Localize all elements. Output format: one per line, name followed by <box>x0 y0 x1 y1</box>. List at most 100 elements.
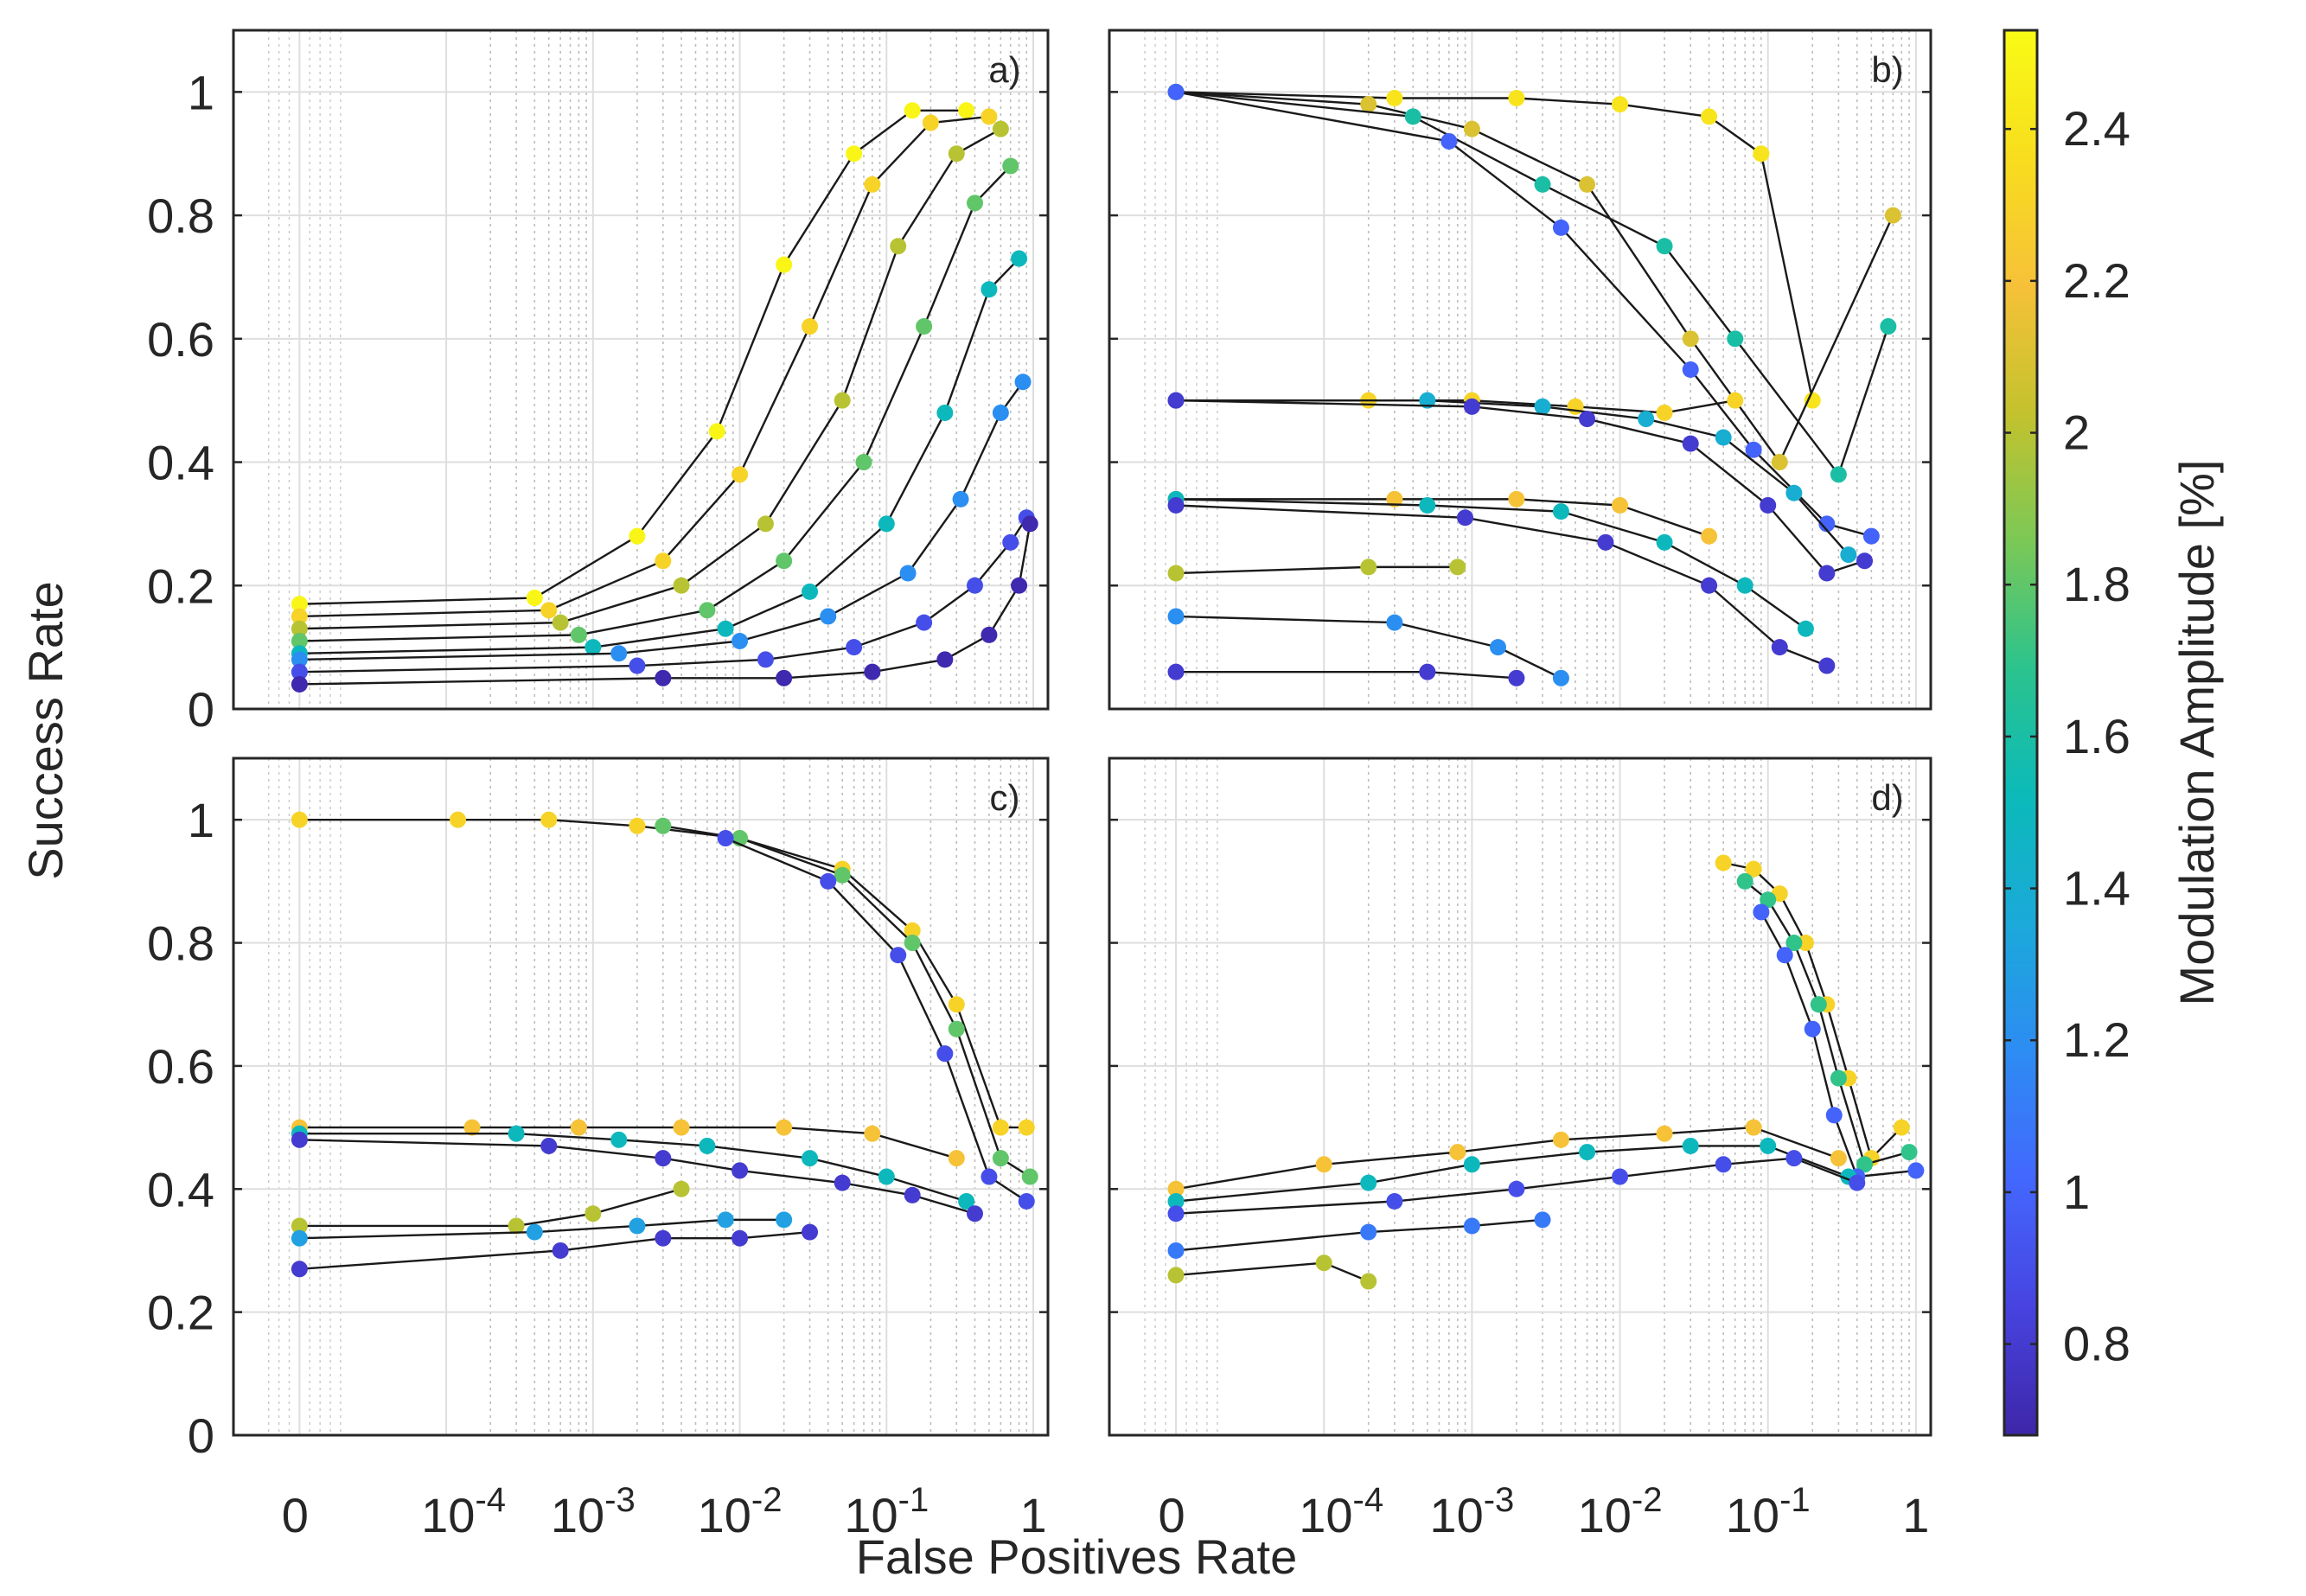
data-point <box>1011 250 1028 267</box>
series-line <box>1664 399 1735 414</box>
plot-area <box>233 30 1048 709</box>
series-group <box>291 102 1038 693</box>
series-group <box>1167 83 1901 686</box>
data-point <box>1745 860 1762 878</box>
data-point <box>846 145 863 163</box>
colorbar-tick-label: 1.6 <box>2063 709 2130 763</box>
data-point <box>820 872 837 890</box>
series-line <box>1708 584 1781 648</box>
data-point <box>717 830 734 847</box>
data-point <box>291 1217 308 1235</box>
data-point <box>1682 361 1699 378</box>
series-line <box>1779 893 1807 944</box>
data-point <box>1825 1107 1843 1124</box>
x-tick-label: 10-2 <box>698 1481 783 1542</box>
data-point <box>890 238 907 255</box>
series-line <box>808 183 873 328</box>
data-point <box>1900 1144 1918 1161</box>
data-point <box>1552 1131 1569 1148</box>
data-point <box>1715 1156 1732 1173</box>
series-line <box>841 246 899 401</box>
series-line <box>1368 1163 1472 1184</box>
series-line <box>559 584 682 624</box>
data-point <box>1830 466 1847 483</box>
series-line <box>725 837 829 883</box>
data-point <box>1508 669 1525 686</box>
series-line <box>706 1145 810 1159</box>
series-line <box>1472 1218 1543 1228</box>
data-point <box>1785 935 1803 952</box>
data-point <box>673 1180 690 1197</box>
series-line <box>974 165 1012 204</box>
series-line <box>1690 368 1755 451</box>
data-point <box>1386 490 1403 508</box>
data-point <box>1404 108 1421 125</box>
series-line <box>739 1230 810 1240</box>
series-line <box>764 399 844 525</box>
data-point <box>552 1242 569 1259</box>
series-line <box>1560 227 1692 371</box>
data-point <box>1760 1137 1777 1154</box>
series-line <box>1760 153 1814 401</box>
data-point <box>916 318 933 335</box>
data-point <box>610 1131 628 1148</box>
data-point <box>1727 392 1744 409</box>
series-line <box>739 615 829 642</box>
series-line <box>1753 1126 1839 1159</box>
axes-frame <box>232 29 1050 711</box>
series-line <box>1664 246 1736 340</box>
series-line <box>1847 1077 1873 1159</box>
x-tick-label: 10-1 <box>1726 1481 1811 1542</box>
data-point <box>1360 559 1377 576</box>
series-line <box>1784 954 1814 1030</box>
series-line <box>1587 1145 1691 1153</box>
data-point <box>1167 1180 1185 1197</box>
data-point <box>526 1223 543 1241</box>
data-point <box>1360 96 1377 113</box>
series-line <box>930 115 990 124</box>
series-line <box>1176 399 1472 408</box>
data-point <box>834 392 851 409</box>
series-line <box>841 874 914 944</box>
data-point <box>1804 392 1821 409</box>
series-line <box>1542 183 1665 247</box>
series-line <box>872 658 946 674</box>
data-point <box>1715 429 1732 446</box>
series-line <box>560 1237 663 1252</box>
series-line <box>299 677 663 686</box>
series-line <box>1175 1230 1369 1252</box>
data-point <box>1893 1119 1910 1136</box>
series-line <box>1516 1175 1620 1191</box>
data-point <box>508 1217 525 1235</box>
data-point <box>952 490 969 508</box>
series-line <box>1825 1004 1849 1079</box>
series-line <box>533 535 638 599</box>
series-line <box>1817 1004 1840 1079</box>
series-line <box>706 559 785 611</box>
series-line <box>534 1224 638 1234</box>
data-point <box>802 1150 819 1167</box>
colorbar-tick-label: 2.4 <box>2063 101 2130 156</box>
data-point <box>291 663 308 680</box>
data-point <box>1715 854 1732 871</box>
series-line <box>1708 115 1762 155</box>
series-line <box>765 646 854 661</box>
plot-area <box>1109 30 1931 709</box>
data-point <box>673 577 690 594</box>
data-point <box>1457 509 1474 527</box>
series-line <box>592 628 726 648</box>
data-point <box>1419 663 1436 680</box>
series-line <box>1457 1139 1562 1153</box>
data-point <box>1167 608 1185 625</box>
data-point <box>584 1205 602 1223</box>
series-line <box>548 818 638 827</box>
series-line <box>1472 399 1576 408</box>
data-point <box>629 527 646 545</box>
data-point <box>1021 515 1038 533</box>
series-line <box>944 634 990 661</box>
series-line <box>636 658 766 667</box>
series-line <box>872 1133 957 1159</box>
data-point <box>1463 1217 1480 1235</box>
data-point <box>776 552 793 570</box>
series-line <box>955 1028 1002 1159</box>
